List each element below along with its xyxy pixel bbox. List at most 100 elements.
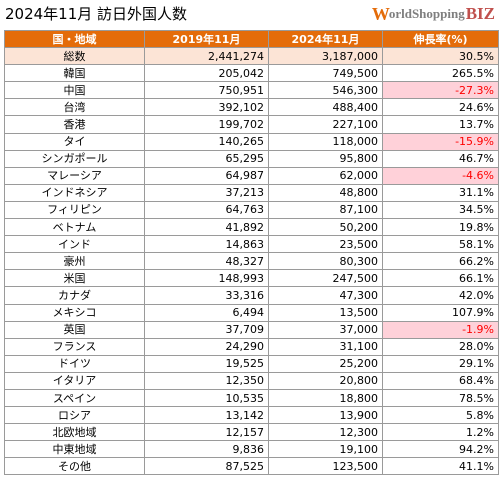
table-row: その他 87,525 123,500 41.1% (4, 457, 499, 476)
table-row: フィリピン 64,763 87,100 34.5% (4, 200, 499, 220)
table-row: イタリア 12,350 20,800 68.4% (4, 371, 499, 390)
value-2024-cell: 50,200 (268, 218, 383, 237)
value-2019-cell: 48,327 (144, 252, 269, 271)
country-cell: メキシコ (4, 303, 145, 322)
country-cell: カナダ (4, 286, 145, 305)
table-row: シンガポール 65,295 95,800 46.7% (4, 149, 499, 168)
country-cell: ベトナム (4, 218, 145, 237)
growth-cell: 41.1% (382, 457, 499, 476)
value-2024-cell: 13,900 (268, 406, 383, 425)
country-cell: その他 (4, 457, 145, 476)
value-2024-cell: 227,100 (268, 115, 383, 134)
header-2019: 2019年11月 (144, 29, 269, 49)
table-row: 韓国 205,042 749,500 265.5% (4, 64, 499, 83)
value-2024-cell: 247,500 (268, 269, 383, 288)
value-2024-cell: 12,300 (268, 423, 383, 442)
value-2019-cell: 6,494 (144, 303, 269, 322)
table-row: タイ 140,265 118,000 -15.9% (4, 132, 499, 151)
table-row: カナダ 33,316 47,300 42.0% (4, 286, 499, 305)
value-2019-cell: 750,951 (144, 81, 269, 100)
growth-cell: 265.5% (382, 64, 499, 83)
value-2019-cell: 199,702 (144, 115, 269, 134)
growth-cell: 19.8% (382, 218, 499, 237)
page-title: 2024年11月 訪日外国人数 (5, 5, 188, 23)
table-row: フランス 24,290 31,100 28.0% (4, 337, 499, 356)
value-2024-cell: 23,500 (268, 235, 383, 254)
country-cell: フランス (4, 337, 145, 356)
country-cell: スペイン (4, 388, 145, 408)
growth-cell: -27.3% (382, 81, 499, 100)
table-row: 米国 148,993 247,500 66.1% (4, 269, 499, 288)
table-row: インド 14,863 23,500 58.1% (4, 235, 499, 254)
table-row: ドイツ 19,525 25,200 29.1% (4, 354, 499, 373)
value-2024-cell: 3,187,000 (268, 47, 383, 66)
value-2019-cell: 65,295 (144, 149, 269, 168)
value-2019-cell: 14,863 (144, 235, 269, 254)
country-cell: ドイツ (4, 354, 145, 373)
value-2024-cell: 95,800 (268, 149, 383, 168)
value-2024-cell: 31,100 (268, 337, 383, 356)
value-2024-cell: 18,800 (268, 388, 383, 408)
country-cell: 中国 (4, 81, 145, 100)
growth-cell: 24.6% (382, 98, 499, 117)
growth-cell: 78.5% (382, 388, 499, 408)
growth-cell: 5.8% (382, 406, 499, 425)
table-row: 台湾 392,102 488,400 24.6% (4, 98, 499, 117)
growth-cell: 46.7% (382, 149, 499, 168)
value-2019-cell: 12,350 (144, 371, 269, 390)
value-2019-cell: 19,525 (144, 354, 269, 373)
visitor-table: 国・地域 2019年11月 2024年11月 伸長率(%) 総数 2,441,27… (4, 29, 499, 476)
value-2019-cell: 12,157 (144, 423, 269, 442)
value-2024-cell: 749,500 (268, 64, 383, 83)
value-2024-cell: 87,100 (268, 200, 383, 220)
table-row: メキシコ 6,494 13,500 107.9% (4, 303, 499, 322)
value-2024-cell: 19,100 (268, 440, 383, 459)
value-2024-cell: 546,300 (268, 81, 383, 100)
value-2024-cell: 25,200 (268, 354, 383, 373)
growth-cell: 107.9% (382, 303, 499, 322)
value-2024-cell: 62,000 (268, 166, 383, 185)
table-row: インドネシア 37,213 48,800 31.1% (4, 183, 499, 202)
table-row: ロシア 13,142 13,900 5.8% (4, 406, 499, 425)
value-2019-cell: 87,525 (144, 457, 269, 476)
country-cell: シンガポール (4, 149, 145, 168)
table-header-row: 国・地域 2019年11月 2024年11月 伸長率(%) (4, 29, 499, 49)
table-row: 英国 37,709 37,000 -1.9% (4, 320, 499, 339)
country-cell: 韓国 (4, 64, 145, 83)
value-2024-cell: 37,000 (268, 320, 383, 339)
growth-cell: 31.1% (382, 183, 499, 202)
value-2019-cell: 148,993 (144, 269, 269, 288)
country-cell: 英国 (4, 320, 145, 339)
growth-cell: -15.9% (382, 132, 499, 151)
value-2019-cell: 205,042 (144, 64, 269, 83)
header-growth: 伸長率(%) (382, 29, 499, 49)
growth-cell: 94.2% (382, 440, 499, 459)
growth-cell: 66.1% (382, 269, 499, 288)
value-2019-cell: 13,142 (144, 406, 269, 425)
country-cell: マレーシア (4, 166, 145, 185)
growth-cell: 13.7% (382, 115, 499, 134)
country-cell: インド (4, 235, 145, 254)
table-row: 北欧地域 12,157 12,300 1.2% (4, 423, 499, 442)
table-row: マレーシア 64,987 62,000 -4.6% (4, 166, 499, 185)
growth-cell: 68.4% (382, 371, 499, 390)
value-2024-cell: 20,800 (268, 371, 383, 390)
country-cell: 北欧地域 (4, 423, 145, 442)
country-cell: ロシア (4, 406, 145, 425)
country-cell: 中東地域 (4, 440, 145, 459)
table-row: 中東地域 9,836 19,100 94.2% (4, 440, 499, 459)
value-2024-cell: 80,300 (268, 252, 383, 271)
value-2024-cell: 48,800 (268, 183, 383, 202)
value-2019-cell: 9,836 (144, 440, 269, 459)
value-2019-cell: 37,709 (144, 320, 269, 339)
growth-cell: 28.0% (382, 337, 499, 356)
table-row: 香港 199,702 227,100 13.7% (4, 115, 499, 134)
value-2019-cell: 37,213 (144, 183, 269, 202)
value-2019-cell: 392,102 (144, 98, 269, 117)
country-cell: タイ (4, 132, 145, 151)
country-cell: フィリピン (4, 200, 145, 220)
growth-cell: 29.1% (382, 354, 499, 373)
table-row: 豪州 48,327 80,300 66.2% (4, 252, 499, 271)
value-2024-cell: 488,400 (268, 98, 383, 117)
